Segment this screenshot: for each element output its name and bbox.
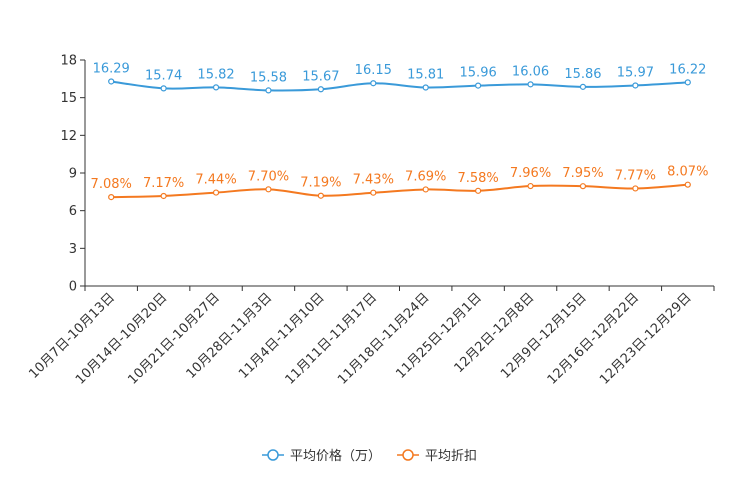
data-point[interactable] [108, 194, 115, 201]
data-label: 7.19% [300, 176, 341, 191]
data-point[interactable] [317, 192, 324, 199]
series-1: 16.29 15.74 15.82 15.58 15.67 16.15 15.81 15.96… [93, 61, 706, 94]
data-label: 7.43% [353, 173, 394, 188]
data-label: 7.77% [615, 168, 656, 183]
x-tick-label: 10月7日-10月13日 [26, 290, 118, 382]
data-point[interactable] [527, 182, 534, 190]
data-label: 15.97 [617, 65, 654, 80]
data-point[interactable] [475, 187, 482, 194]
data-point[interactable] [160, 192, 167, 200]
data-label: 15.67 [302, 69, 339, 84]
y-tick-label: 6 [69, 204, 77, 219]
data-label: 15.74 [145, 68, 182, 83]
y-tick-label: 9 [69, 167, 77, 182]
data-point[interactable] [527, 81, 534, 88]
series-layer: 16.29 15.74 15.82 15.58 15.67 16.15 15.81 15.96… [91, 61, 708, 201]
data-label: 15.58 [250, 70, 287, 85]
data-point[interactable] [370, 80, 377, 87]
data-point[interactable] [684, 79, 691, 86]
y-tick-label: 15 [60, 91, 77, 106]
data-label: 16.15 [355, 63, 392, 78]
data-point[interactable] [108, 78, 115, 85]
data-label: 15.86 [564, 67, 601, 82]
data-label: 8.07% [667, 165, 708, 180]
series-1-line [111, 80, 688, 92]
data-point[interactable] [422, 84, 429, 91]
data-label: 7.96% [510, 166, 551, 181]
data-label: 15.81 [407, 67, 444, 82]
data-point[interactable] [579, 183, 587, 190]
axes: 0 3 6 9 12 15 18 10月7日-10月13日10月14日-10月20日10月21… [26, 54, 715, 388]
data-label: 7.44% [195, 173, 236, 188]
y-tick-label: 3 [69, 242, 77, 257]
data-point[interactable] [265, 87, 272, 94]
y-tick-label: 0 [69, 280, 77, 295]
data-label: 7.95% [562, 166, 603, 181]
data-label: 16.29 [93, 61, 130, 76]
data-point[interactable] [684, 181, 691, 188]
data-label: 16.22 [669, 62, 706, 77]
series-2: 7.08% 7.17% 7.44% 7.70% 7.19% 7.43% 7.69% 7.58%… [91, 165, 708, 201]
x-tick-label: 12月16日-12月22日 [545, 290, 642, 387]
data-point[interactable] [579, 83, 587, 90]
x-tick-label: 11月11日-11月17日 [283, 290, 380, 387]
data-label: 7.17% [143, 176, 184, 191]
x-tick-label: 10月14日-10月20日 [73, 290, 170, 387]
data-point[interactable] [160, 85, 167, 92]
data-label: 7.08% [91, 177, 132, 192]
legend-label: 平均折扣 [425, 449, 477, 464]
data-label: 7.70% [248, 169, 289, 184]
data-point[interactable] [212, 189, 220, 196]
data-point[interactable] [632, 185, 639, 192]
data-label: 15.96 [460, 66, 497, 81]
data-label: 16.06 [512, 64, 549, 79]
data-label: 15.82 [197, 67, 234, 82]
legend-item-2[interactable]: 平均折扣 [397, 449, 477, 464]
data-point[interactable] [317, 86, 324, 93]
y-tick-label: 18 [60, 54, 77, 69]
data-point[interactable] [265, 186, 272, 193]
y-tick-label: 12 [60, 129, 77, 144]
data-label: 7.69% [405, 169, 446, 184]
data-point[interactable] [212, 84, 220, 91]
data-point[interactable] [422, 186, 429, 193]
data-label: 7.58% [457, 171, 498, 186]
x-tick-label: 10月21日-10月27日 [125, 290, 222, 387]
legend-marker-icon [267, 449, 279, 461]
data-point[interactable] [475, 82, 482, 89]
data-point[interactable] [632, 82, 639, 89]
legend[interactable]: 平均价格（万） 平均折扣 [262, 448, 477, 464]
x-tick-label: 12月23日-12月29日 [597, 290, 694, 387]
series-2-line [111, 183, 688, 199]
x-tick-label: 11月18日-11月24日 [335, 290, 432, 387]
legend-item-1[interactable]: 平均价格（万） [262, 448, 381, 464]
legend-label: 平均价格（万） [290, 448, 381, 464]
legend-marker-icon [402, 449, 414, 461]
data-point[interactable] [370, 189, 377, 196]
